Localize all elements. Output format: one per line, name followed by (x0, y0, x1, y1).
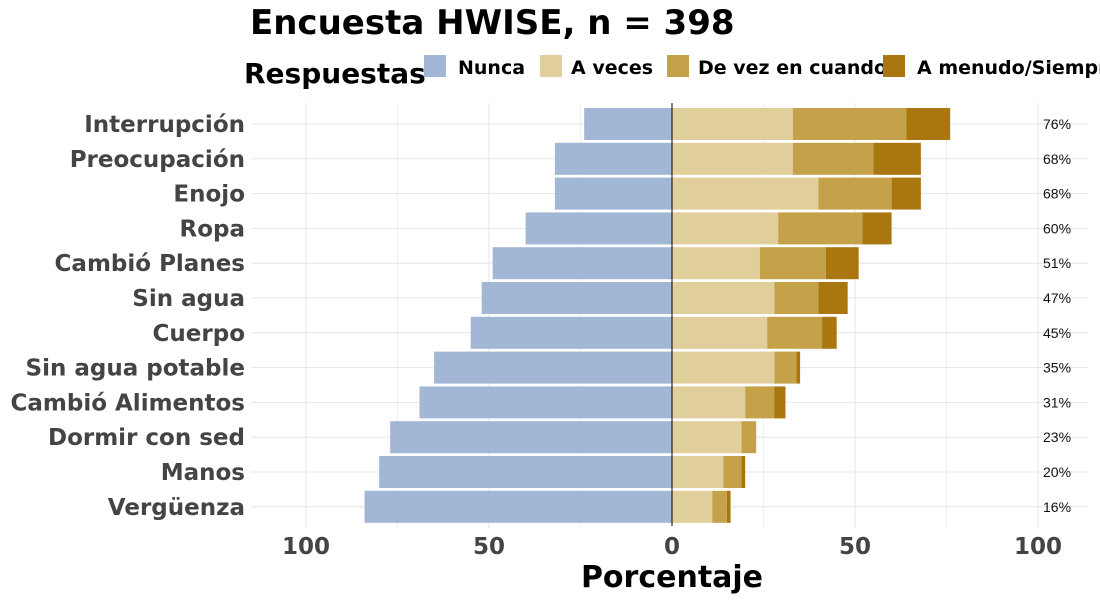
percent-labels: 76% 68% 68% 60% 51% 47% 45% 35% 31% 23% 20% 16% (1043, 116, 1071, 515)
x-tick-labels: 100 50 0 50 100 (282, 534, 1062, 560)
category-label: Sin agua potable (26, 356, 245, 382)
bar-a-menudo-siempre (822, 316, 837, 349)
bar-nunca (554, 177, 672, 210)
bar-a-veces (672, 351, 775, 384)
x-tick-label: 0 (664, 534, 680, 560)
bar-de-vez-en-cuando (774, 351, 797, 384)
legend-title: Respuestas (244, 57, 426, 90)
bar-a-veces (672, 490, 713, 523)
bar-a-veces (672, 108, 793, 140)
category-label: Ropa (180, 216, 246, 242)
bar-a-veces (672, 421, 742, 454)
bar-nunca (492, 247, 672, 280)
x-tick-label: 100 (282, 534, 330, 560)
bar-a-menudo-siempre (726, 490, 731, 523)
bar-a-menudo-siempre (825, 247, 859, 280)
legend-swatch (883, 55, 905, 77)
bar-a-veces (672, 212, 779, 245)
bar-nunca (364, 490, 672, 523)
bar-nunca (390, 421, 672, 454)
percent-label: 68% (1043, 151, 1071, 167)
category-label: Manos (161, 460, 245, 486)
category-label: Enojo (173, 182, 245, 208)
bar-a-menudo-siempre (862, 212, 892, 245)
category-label: Cuerpo (153, 321, 245, 347)
bar-a-menudo-siempre (873, 142, 921, 175)
bar-de-vez-en-cuando (767, 316, 823, 349)
percent-label: 45% (1043, 325, 1071, 341)
legend-swatch (424, 55, 446, 77)
percent-label: 31% (1043, 394, 1071, 410)
bar-a-veces (672, 142, 793, 175)
bar-a-veces (672, 282, 775, 314)
bar-a-menudo-siempre (741, 456, 746, 488)
bar-a-menudo-siempre (774, 386, 786, 419)
legend-label: A menudo/Siempre (917, 57, 1100, 79)
category-label: Preocupación (70, 147, 245, 173)
percent-label: 68% (1043, 186, 1071, 202)
bar-a-veces (672, 456, 724, 488)
bar-nunca (470, 316, 672, 349)
percent-label: 76% (1043, 116, 1071, 132)
legend-swatch (540, 55, 562, 77)
bar-nunca (584, 108, 672, 140)
bar-nunca (554, 142, 672, 175)
bars (364, 103, 951, 526)
bar-a-menudo-siempre (906, 108, 951, 140)
bar-de-vez-en-cuando (818, 177, 892, 210)
legend-swatch (667, 55, 689, 77)
category-label: Cambió Alimentos (10, 390, 245, 416)
bar-a-veces (672, 247, 760, 280)
legend-label: Nunca (458, 57, 525, 79)
bar-nunca (481, 282, 672, 314)
bar-nunca (434, 351, 672, 384)
x-axis-title: Porcentaje (581, 560, 763, 595)
category-label: Interrupción (84, 112, 245, 138)
legend: Nunca A veces De vez en cuando A menudo/Sie… (424, 55, 1100, 79)
bar-de-vez-en-cuando (723, 456, 742, 488)
bar-de-vez-en-cuando (745, 386, 775, 419)
bar-de-vez-en-cuando (712, 490, 727, 523)
category-label: Cambió Planes (55, 251, 245, 277)
x-tick-label: 50 (839, 534, 871, 560)
bar-de-vez-en-cuando (774, 282, 819, 314)
bar-a-menudo-siempre (796, 351, 801, 384)
bar-a-veces (672, 386, 746, 419)
legend-label: A veces (571, 57, 653, 79)
bar-nunca (419, 386, 672, 419)
category-label: Dormir con sed (48, 425, 245, 451)
x-tick-label: 50 (473, 534, 505, 560)
bar-de-vez-en-cuando (759, 247, 826, 280)
bar-de-vez-en-cuando (792, 142, 874, 175)
chart-title: Encuesta HWISE, n = 398 (250, 3, 735, 43)
bar-a-veces (672, 316, 768, 349)
category-labels: Interrupción Preocupación Enojo Ropa Cambió … (10, 112, 245, 521)
category-label: Vergüenza (108, 495, 245, 521)
percent-label: 16% (1043, 499, 1071, 515)
bar-a-menudo-siempre (818, 282, 848, 314)
bar-de-vez-en-cuando (778, 212, 863, 245)
bar-a-menudo-siempre (891, 177, 921, 210)
bar-nunca (525, 212, 672, 245)
bar-a-veces (672, 177, 819, 210)
x-tick-label: 100 (1014, 534, 1062, 560)
percent-label: 23% (1043, 429, 1071, 445)
category-label: Sin agua (132, 286, 245, 312)
percent-label: 35% (1043, 360, 1071, 376)
legend-label: De vez en cuando (698, 57, 887, 79)
percent-label: 51% (1043, 255, 1071, 271)
bar-de-vez-en-cuando (741, 421, 757, 454)
bar-de-vez-en-cuando (792, 108, 907, 140)
bar-nunca (379, 456, 672, 488)
percent-label: 20% (1043, 464, 1071, 480)
percent-label: 47% (1043, 290, 1071, 306)
percent-label: 60% (1043, 220, 1071, 236)
